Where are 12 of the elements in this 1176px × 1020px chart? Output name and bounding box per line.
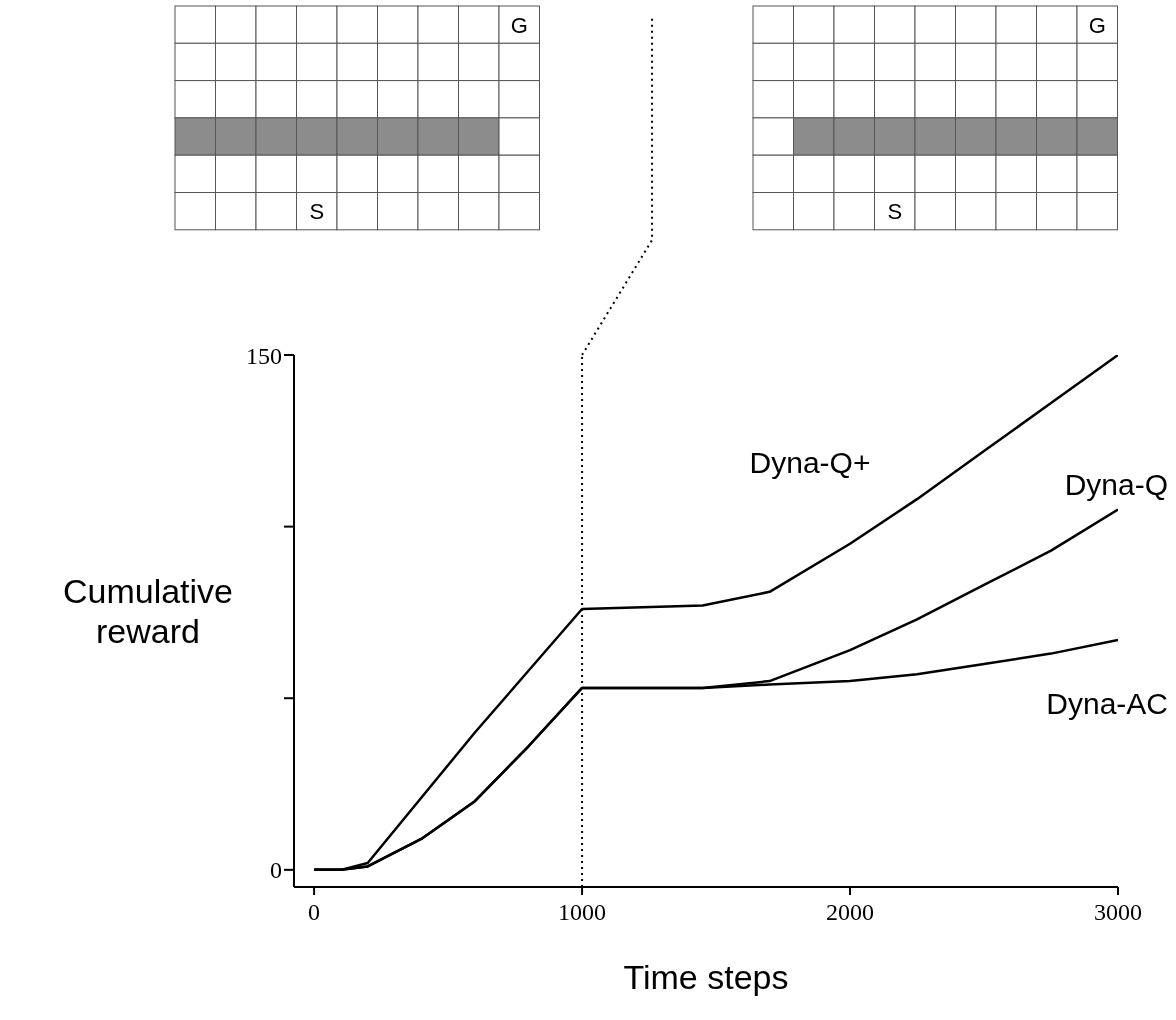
- x-axis-title: Time steps: [622, 958, 790, 997]
- y-axis-title: Cumulative reward: [61, 571, 235, 651]
- x-tick-label: 3000: [1094, 899, 1142, 926]
- maze-picture: G S: [752, 5, 1119, 231]
- series-label: Dyna-Q: [1064, 468, 1168, 502]
- x-tick-label: 1000: [558, 899, 607, 926]
- series-label: Dyna-AC: [1046, 686, 1168, 720]
- maze-picture: G S: [174, 5, 541, 231]
- series-label: Dyna-Q+: [749, 446, 871, 479]
- y-tick-label: 150: [246, 342, 282, 369]
- x-tick-label: 0: [308, 899, 321, 926]
- x-tick-label: 2000: [826, 899, 875, 926]
